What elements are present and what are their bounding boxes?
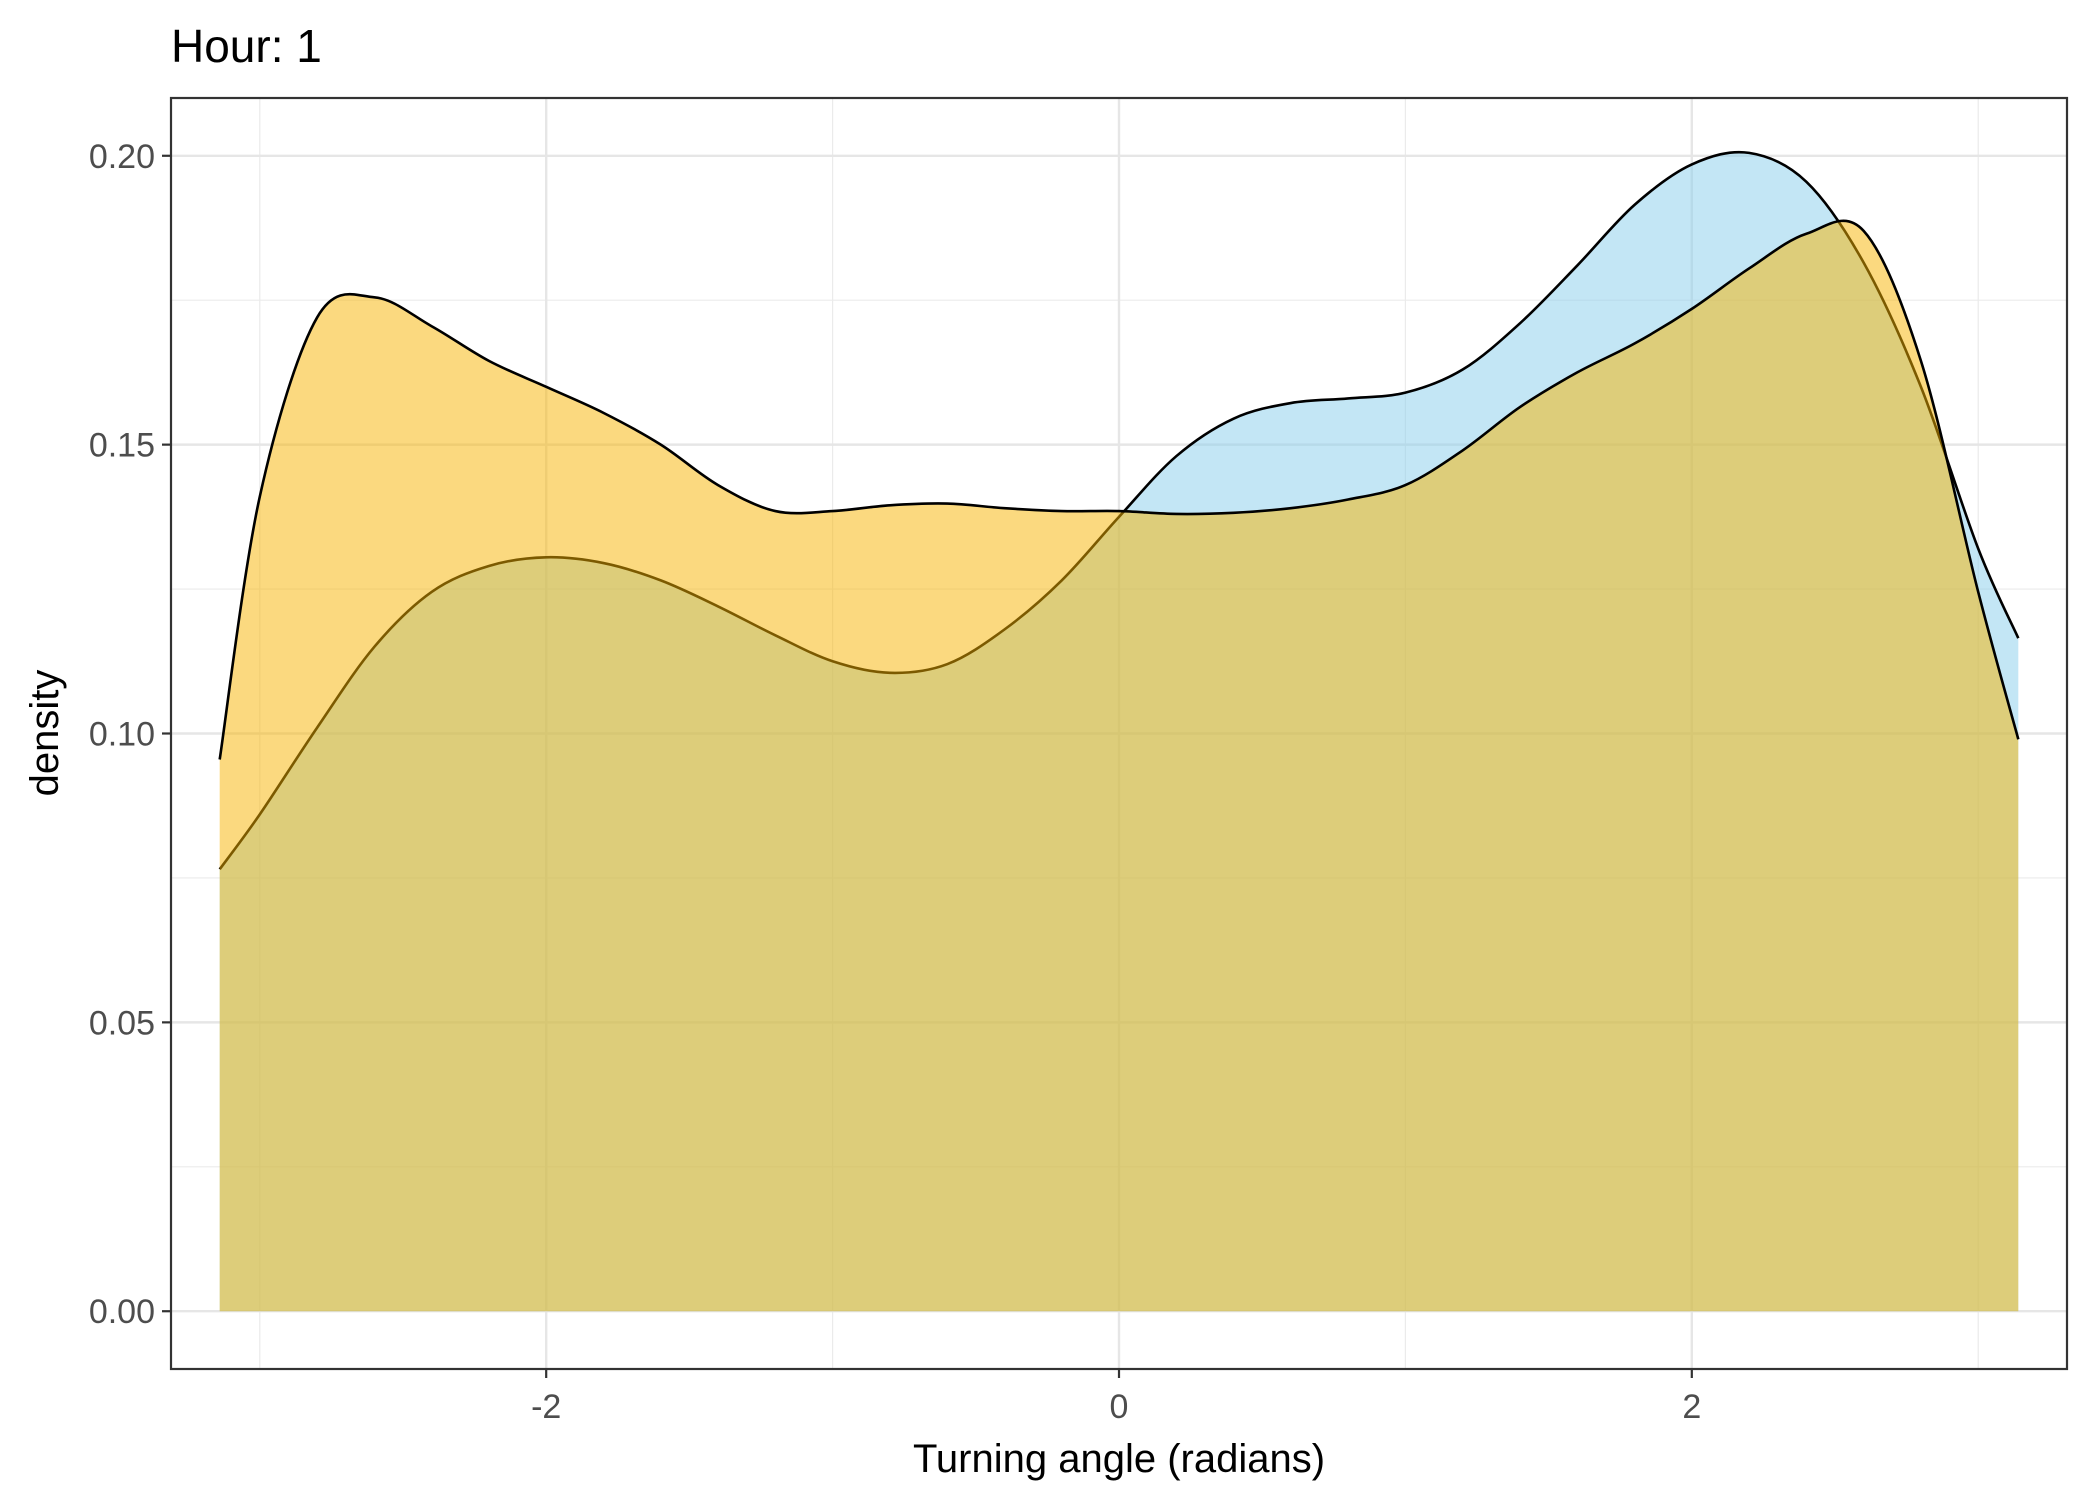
x-tick-label: -2 (531, 1388, 561, 1426)
density-line-2 (218, 219, 2020, 760)
y-tick-label: 0.00 (89, 1293, 155, 1331)
y-tick-label: 0.20 (89, 138, 155, 176)
y-axis-title: density (23, 670, 67, 797)
y-tick-label: 0.15 (89, 427, 155, 465)
y-tick-label: 0.10 (89, 716, 155, 754)
chart-title: Hour: 1 (171, 20, 322, 72)
x-axis-title: Turning angle (radians) (913, 1437, 1325, 1481)
y-tick-label: 0.05 (89, 1004, 155, 1042)
x-tick-label: 0 (1110, 1388, 1129, 1426)
x-tick-label: 2 (1682, 1388, 1701, 1426)
density-area-2 (219, 220, 2019, 1312)
density-areas (218, 150, 2020, 1312)
axes: 0.00 0.05 0.10 0.15 0.20 -2 0 2 (89, 138, 1701, 1426)
